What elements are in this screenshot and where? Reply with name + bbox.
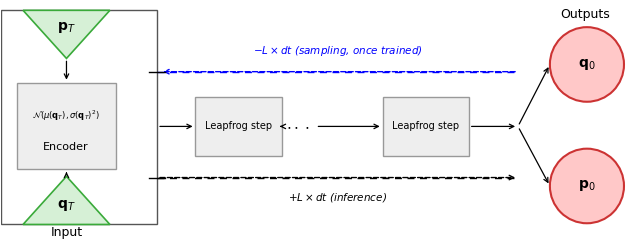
Text: Leapfrog step: Leapfrog step [205,121,272,131]
Text: Encoder: Encoder [44,143,89,152]
FancyBboxPatch shape [17,83,116,169]
Text: $\cdot\cdot\cdot$: $\cdot\cdot\cdot$ [285,119,310,134]
Text: Leapfrog step: Leapfrog step [392,121,460,131]
FancyBboxPatch shape [383,97,468,156]
Ellipse shape [550,27,624,102]
Bar [1,10,157,225]
Text: $+L \times dt$ (inference): $+L \times dt$ (inference) [288,191,387,204]
Polygon shape [23,10,110,58]
Polygon shape [23,176,110,225]
Text: $\mathbf{q}_0$: $\mathbf{q}_0$ [578,57,596,72]
Text: $-L \times dt$ (sampling, once trained): $-L \times dt$ (sampling, once trained) [253,45,422,58]
Text: $\mathbf{p}_0$: $\mathbf{p}_0$ [578,178,596,193]
Text: $\mathbf{q}_T$: $\mathbf{q}_T$ [57,198,76,213]
Text: Outputs: Outputs [560,8,610,21]
Ellipse shape [550,149,624,223]
Text: Input: Input [51,226,83,239]
Text: $\mathcal{N}(\mu(\mathbf{q}_T), \sigma(\mathbf{q}_T)^2)$: $\mathcal{N}(\mu(\mathbf{q}_T), \sigma(\… [32,108,100,123]
FancyBboxPatch shape [195,97,282,156]
Text: $\mathbf{p}_T$: $\mathbf{p}_T$ [57,20,76,35]
